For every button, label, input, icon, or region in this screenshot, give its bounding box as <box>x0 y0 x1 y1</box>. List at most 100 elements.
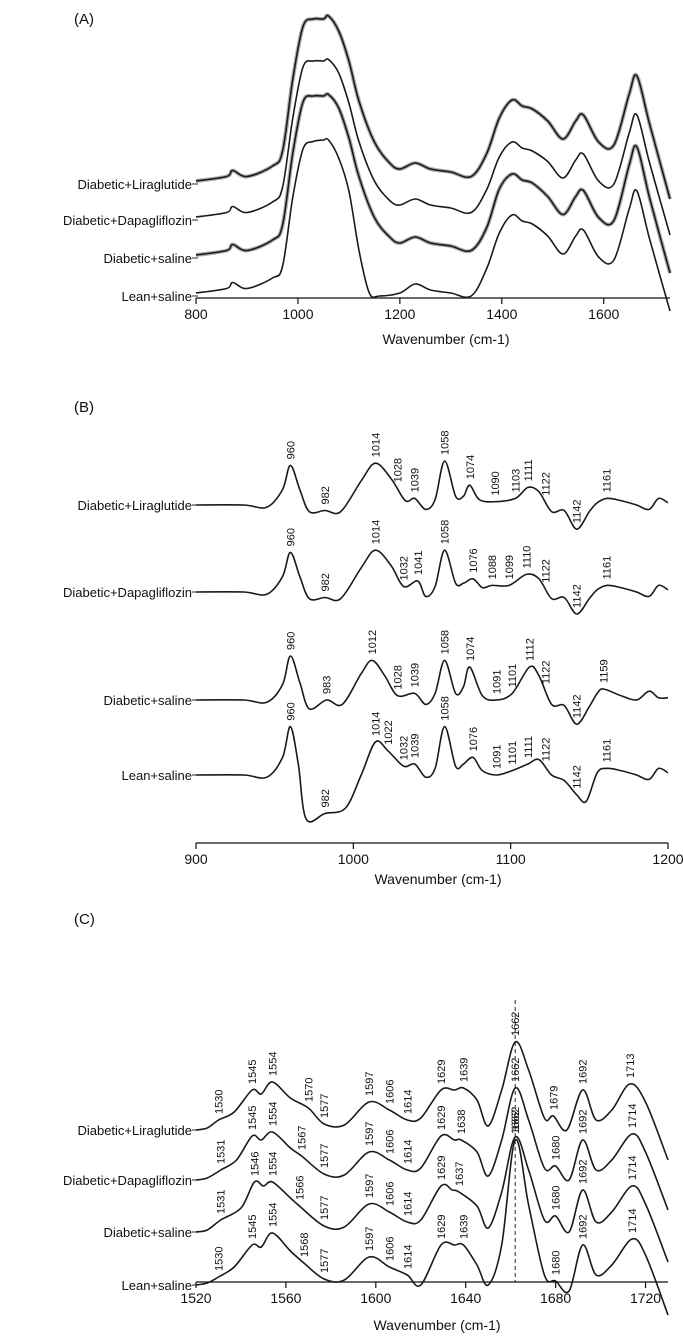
peak-label: 1568 <box>299 1233 311 1257</box>
peak-label: 1554 <box>267 1101 279 1125</box>
peak-label: 1554 <box>267 1151 279 1175</box>
series-variance-band <box>195 13 672 200</box>
peak-label: 1161 <box>602 469 614 493</box>
x-tick-label: 1680 <box>540 1290 571 1306</box>
peak-label: 1637 <box>454 1162 466 1186</box>
series-label: Diabetic+Dapagliflozin <box>63 1173 192 1188</box>
peak-label: 1566 <box>294 1176 306 1200</box>
peak-label: 1058 <box>440 431 452 455</box>
peak-label: 1039 <box>410 663 422 687</box>
peak-label: 1614 <box>402 1192 414 1216</box>
peak-label: 1012 <box>367 630 379 654</box>
peak-label: 1032 <box>399 556 411 580</box>
x-tick-label: 1520 <box>180 1290 211 1306</box>
peak-label: 1090 <box>490 471 502 495</box>
peak-label: 983 <box>322 676 334 694</box>
peak-label: 1713 <box>625 1054 637 1078</box>
x-tick-label: 1600 <box>588 306 619 322</box>
peak-label: 1058 <box>440 696 452 720</box>
peak-label: 1058 <box>440 630 452 654</box>
peak-label: 1101 <box>507 741 519 765</box>
peak-label: 1662 <box>510 1110 522 1134</box>
peak-label: 1161 <box>602 556 614 580</box>
peak-label: 1692 <box>578 1110 590 1134</box>
x-tick-label: 1640 <box>450 1290 481 1306</box>
peak-label: 1076 <box>468 727 480 751</box>
series-line <box>195 1040 669 1161</box>
peak-label: 1554 <box>267 1051 279 1075</box>
peak-label: 1531 <box>216 1139 228 1163</box>
panel-a-chart: 800 1000 1200 1400 1600 Diabetic+Liraglutide D… <box>63 13 672 322</box>
peak-label: 1545 <box>247 1060 259 1084</box>
peak-label: 1714 <box>627 1208 639 1232</box>
peak-label: 1629 <box>436 1106 448 1130</box>
peak-label: 1545 <box>247 1215 259 1239</box>
peak-label: 1680 <box>551 1185 563 1209</box>
peak-label: 1662 <box>510 1107 522 1131</box>
series-label: Diabetic+Dapagliflozin <box>63 213 192 228</box>
x-tick-label: 800 <box>184 306 208 322</box>
peak-label: 1692 <box>578 1060 590 1084</box>
peak-label: 1662 <box>510 1012 522 1036</box>
peak-label: 1679 <box>548 1086 560 1110</box>
peak-label: 1074 <box>465 455 477 479</box>
peak-label: 982 <box>320 789 332 807</box>
peak-label: 1629 <box>436 1215 448 1239</box>
peak-label: 1076 <box>468 548 480 572</box>
peak-label: 1530 <box>214 1247 226 1271</box>
peak-label: 960 <box>285 702 297 720</box>
peak-label: 1614 <box>402 1090 414 1114</box>
peak-label: 1058 <box>440 520 452 544</box>
peak-label: 1606 <box>384 1237 396 1261</box>
series-label: Lean+saline <box>122 1278 192 1293</box>
panel-c-chart: 1520 1560 1600 1640 1680 1720 Diabetic+Liraglu… <box>63 1000 669 1316</box>
peak-label: 1028 <box>392 665 404 689</box>
peak-label: 1597 <box>364 1227 376 1251</box>
panel-b-label: (B) <box>74 399 94 416</box>
peak-label: 1577 <box>319 1196 331 1220</box>
peak-label: 982 <box>320 573 332 591</box>
peak-label: 1577 <box>319 1144 331 1168</box>
panel-c-xlabel: Wavenumber (cm-1) <box>373 1317 500 1333</box>
peak-label: 1597 <box>364 1122 376 1146</box>
series-line <box>195 655 669 725</box>
peak-label: 1530 <box>214 1090 226 1114</box>
peak-label: 1022 <box>383 720 395 744</box>
peak-label: 1692 <box>578 1215 590 1239</box>
peak-label: 1159 <box>599 659 611 683</box>
peak-label: 1639 <box>459 1058 471 1082</box>
peak-label: 1032 <box>399 736 411 760</box>
series-line <box>195 549 669 615</box>
peak-label: 1091 <box>492 670 504 694</box>
peak-label: 1597 <box>364 1174 376 1198</box>
peak-label: 960 <box>285 632 297 650</box>
peak-label: 1101 <box>507 664 519 688</box>
peak-label: 1546 <box>249 1151 261 1175</box>
panel-a-xlabel: Wavenumber (cm-1) <box>382 331 509 347</box>
peak-label: 1531 <box>216 1189 228 1213</box>
x-tick-label: 1560 <box>270 1290 301 1306</box>
series-label: Lean+saline <box>122 289 192 304</box>
peak-label: 982 <box>320 486 332 504</box>
x-tick-label: 1000 <box>282 306 313 322</box>
peak-label: 1039 <box>410 468 422 492</box>
peak-label: 1597 <box>364 1072 376 1096</box>
series-line <box>195 58 671 236</box>
peak-label: 1606 <box>384 1182 396 1206</box>
series-line <box>195 93 671 274</box>
peak-label: 1088 <box>487 555 499 579</box>
peak-label: 1122 <box>540 660 552 684</box>
peak-label: 1570 <box>303 1078 315 1102</box>
series-line <box>195 460 669 530</box>
series-label: Diabetic+Dapagliflozin <box>63 585 192 600</box>
peak-label: 1099 <box>504 555 516 579</box>
peak-label: 960 <box>285 441 297 459</box>
series-line <box>195 1087 669 1211</box>
series-line <box>195 1138 669 1316</box>
series-line <box>195 1135 669 1263</box>
series-label: Diabetic+Liraglutide <box>77 177 192 192</box>
panel-b-chart: 900 1000 1100 1200 Diabetic+Liraglutide 960 98… <box>63 431 683 867</box>
peak-label: 1567 <box>297 1125 309 1149</box>
peak-label: 1142 <box>572 765 584 789</box>
